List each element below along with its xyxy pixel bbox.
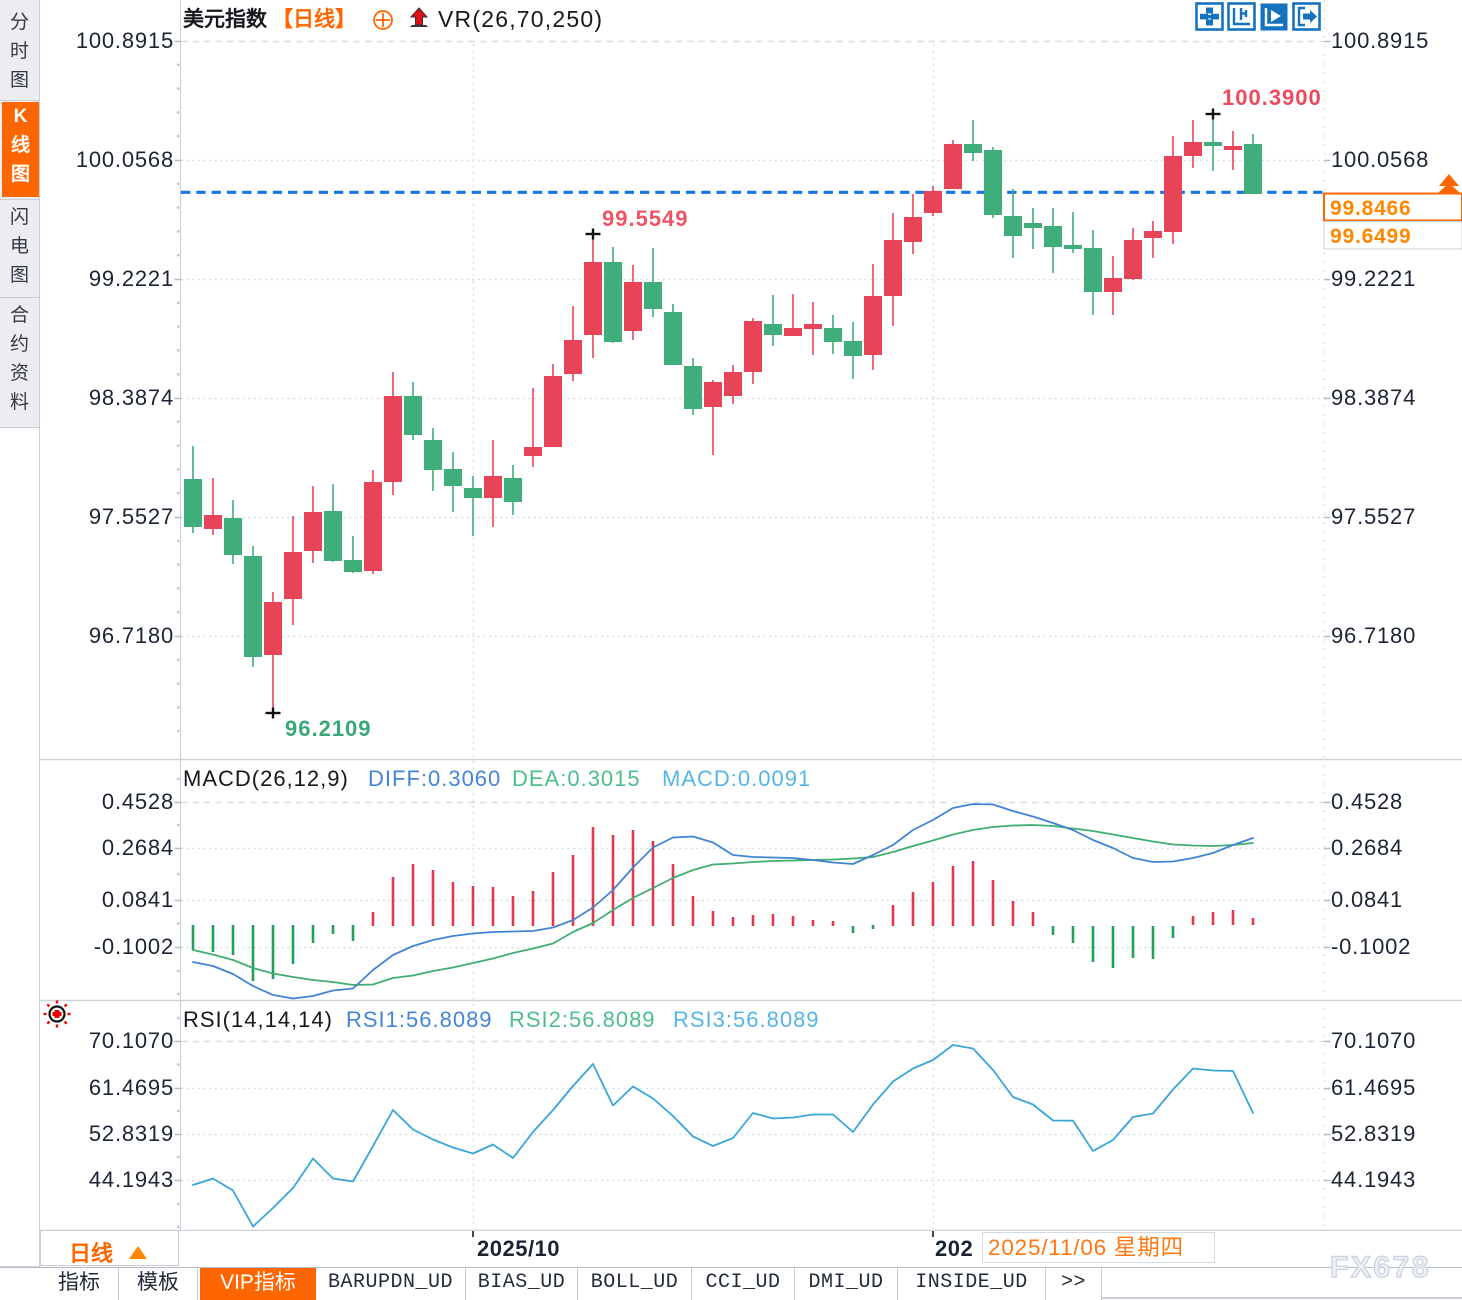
svg-text:99.2221: 99.2221 [1331,266,1416,291]
svg-text:100.8915: 100.8915 [1331,28,1429,53]
svg-text:RSI(14,14,14): RSI(14,14,14) [183,1007,333,1032]
svg-text:61.4695: 61.4695 [1331,1075,1416,1100]
svg-text:0.2684: 0.2684 [102,835,174,860]
svg-text:99.8466: 99.8466 [1330,197,1412,220]
svg-text:99.5549: 99.5549 [602,206,689,231]
svg-text:44.1943: 44.1943 [89,1167,174,1192]
svg-text:0.4528: 0.4528 [102,789,174,814]
svg-text:99.2221: 99.2221 [89,266,174,291]
svg-text:70.1070: 70.1070 [1331,1028,1416,1053]
svg-text:70.1070: 70.1070 [89,1028,174,1053]
svg-text:99.6499: 99.6499 [1330,225,1412,248]
svg-text:RSI2:56.8089: RSI2:56.8089 [509,1007,656,1032]
svg-text:61.4695: 61.4695 [89,1075,174,1100]
svg-text:【日线】: 【日线】 [272,7,356,31]
svg-text:100.3900: 100.3900 [1222,85,1322,110]
svg-text:0.2684: 0.2684 [1331,835,1403,860]
svg-text:98.3874: 98.3874 [89,385,174,410]
svg-text:VR(26,70,250): VR(26,70,250) [438,6,603,32]
svg-text:0.0841: 0.0841 [102,887,174,912]
svg-text:MACD:0.0091: MACD:0.0091 [662,766,811,791]
svg-text:100.0568: 100.0568 [76,147,174,172]
svg-text:0.4528: 0.4528 [1331,789,1403,814]
svg-text:96.2109: 96.2109 [285,716,372,741]
svg-text:DIFF:0.3060: DIFF:0.3060 [368,766,501,791]
svg-text:96.7180: 96.7180 [89,623,174,648]
svg-text:100.8915: 100.8915 [76,28,174,53]
svg-text:96.7180: 96.7180 [1331,623,1416,648]
svg-text:100.0568: 100.0568 [1331,147,1429,172]
svg-text:44.1943: 44.1943 [1331,1167,1416,1192]
svg-text:52.8319: 52.8319 [89,1121,174,1146]
svg-text:MACD(26,12,9): MACD(26,12,9) [183,766,349,791]
svg-text:0.0841: 0.0841 [1331,887,1403,912]
svg-text:美元指数: 美元指数 [183,7,268,31]
svg-text:97.5527: 97.5527 [89,504,174,529]
svg-text:98.3874: 98.3874 [1331,385,1416,410]
svg-text:RSI3:56.8089: RSI3:56.8089 [673,1007,820,1032]
svg-text:97.5527: 97.5527 [1331,504,1416,529]
svg-text:RSI1:56.8089: RSI1:56.8089 [346,1007,493,1032]
svg-text:-0.1002: -0.1002 [1331,934,1411,959]
svg-text:-0.1002: -0.1002 [94,934,174,959]
svg-text:DEA:0.3015: DEA:0.3015 [512,766,641,791]
svg-text:52.8319: 52.8319 [1331,1121,1416,1146]
